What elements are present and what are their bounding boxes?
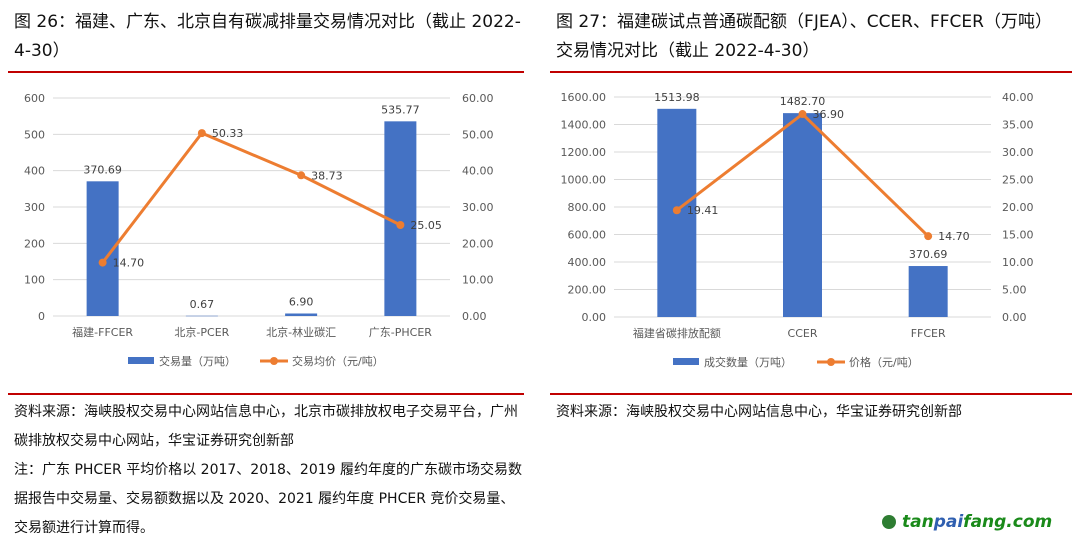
y2-tick-label: 50.00	[462, 128, 494, 141]
y2-tick-label: 35.00	[1002, 119, 1034, 132]
y-tick-label: 400.00	[568, 256, 607, 269]
chart-figure-26: 0 100 200 300 400 500 600 0.00 10.00 20.00 30.00 40…	[24, 92, 494, 368]
y-tick-label: 300	[24, 201, 45, 214]
y2-tick-label: 40.00	[462, 165, 494, 178]
bar-data-label: 1482.70	[780, 95, 826, 108]
bar-data-label: 370.69	[909, 248, 948, 261]
x-category-label: 福建-FFCER	[72, 325, 133, 339]
y2-tick-label: 30.00	[462, 201, 494, 214]
y2-tick-label: 40.00	[1002, 91, 1034, 104]
bar-data-label: 6.90	[289, 295, 314, 308]
line-data-label: 50.33	[212, 127, 244, 140]
source-text: 资料来源：海峡股权交易中心网站信息中心，北京市碳排放权电子交易平台，广州碳排放权…	[14, 404, 518, 449]
bar	[185, 315, 218, 317]
bar-data-label: 1513.98	[654, 91, 700, 104]
y2-tick-label: 10.00	[462, 274, 494, 287]
logo-icon	[882, 515, 896, 529]
y2-tick-label: 20.00	[1002, 201, 1034, 214]
line-point	[798, 110, 807, 119]
figure-27-title: 图 27：福建碳试点普通碳配额（FJEA）、CCER、FFCER（万吨）交易情况…	[556, 12, 1052, 61]
y2-tick-label: 25.00	[1002, 174, 1034, 187]
source-note-right: 资料来源：海峡股权交易中心网站信息中心，华宝证券研究创新部	[556, 398, 1066, 427]
y-tick-label: 200.00	[568, 284, 607, 297]
y-tick-label: 200	[24, 237, 45, 250]
x-category-label: 广东-PHCER	[369, 326, 433, 339]
logo-text: pai	[933, 512, 964, 532]
y-tick-label: 600.00	[568, 229, 607, 242]
y-tick-label: 100	[24, 274, 45, 287]
logo-text: fang.com	[963, 512, 1053, 532]
x-category-label: CCER	[788, 327, 818, 340]
y-tick-label: 1400.00	[561, 119, 607, 132]
y2-tick-label: 0.00	[1002, 311, 1027, 324]
y2-tick-label: 20.00	[462, 237, 494, 250]
y2-tick-label: 5.00	[1002, 284, 1027, 297]
chart-figure-27: 0.00 200.00 400.00 600.00 800.00 1000.00 1200.…	[561, 91, 1034, 369]
x-category-label: 福建省碳排放配额	[633, 326, 721, 340]
legend-line-marker	[270, 357, 278, 365]
bar-data-label: 535.77	[381, 103, 420, 116]
title-divider-right	[550, 71, 1072, 73]
y-tick-label: 0.00	[582, 311, 607, 324]
y-tick-label: 1000.00	[561, 174, 607, 187]
y-tick-label: 800.00	[568, 201, 607, 214]
line-data-label: 36.90	[813, 108, 845, 121]
tanpaifang-logo: tanpaifang.com	[882, 512, 1052, 532]
x-category-label: 北京-林业碳汇	[266, 325, 336, 339]
source-note-left: 资料来源：海峡股权交易中心网站信息中心，北京市碳排放权电子交易平台，广州碳排放权…	[14, 398, 524, 543]
figure-26-title: 图 26：福建、广东、北京自有碳减排量交易情况对比（截止 2022-4-30）	[14, 12, 521, 61]
line-point	[672, 206, 681, 215]
line-data-label: 14.70	[113, 257, 145, 270]
bar	[783, 113, 822, 317]
y2-tick-label: 30.00	[1002, 146, 1034, 159]
x-category-label: FFCER	[911, 327, 946, 340]
legend-label: 交易量（万吨）	[159, 354, 236, 368]
line-point	[924, 232, 933, 241]
y-tick-label: 1200.00	[561, 146, 607, 159]
legend-line-marker	[827, 358, 835, 366]
price-line	[101, 131, 402, 264]
y-tick-label: 400	[24, 165, 45, 178]
y2-tick-label: 0.00	[462, 310, 487, 323]
y2-tick-label: 60.00	[462, 92, 494, 105]
line-data-label: 14.70	[938, 230, 970, 243]
y-tick-label: 600	[24, 92, 45, 105]
bar	[908, 266, 948, 317]
line-point	[98, 258, 107, 267]
line-data-label: 25.05	[410, 219, 442, 232]
y-tick-label: 1600.00	[561, 91, 607, 104]
bar-data-label: 0.67	[190, 298, 215, 311]
y2-tick-label: 10.00	[1002, 256, 1034, 269]
line-data-label: 19.41	[687, 204, 719, 217]
chart-divider-right	[550, 393, 1072, 395]
legend-label: 价格（元/吨）	[849, 355, 919, 369]
y-tick-label: 0	[38, 310, 45, 323]
line-data-label: 38.73	[311, 169, 343, 182]
legend-bar-swatch	[128, 357, 154, 364]
logo-text: tan	[902, 512, 934, 532]
legend-label: 交易均价（元/吨）	[292, 354, 384, 368]
source-text: 资料来源：海峡股权交易中心网站信息中心，华宝证券研究创新部	[556, 404, 962, 420]
y-tick-label: 500	[24, 128, 45, 141]
line-point	[297, 171, 306, 180]
chart-divider-left	[8, 393, 524, 395]
legend-bar-swatch	[673, 358, 699, 365]
line-point	[396, 220, 405, 229]
legend-label: 成交数量（万吨）	[704, 355, 792, 369]
y2-tick-label: 15.00	[1002, 229, 1034, 242]
line-point	[197, 129, 206, 138]
footnote-text: 注：广东 PHCER 平均价格以 2017、2018、2019 履约年度的广东碳…	[14, 462, 523, 536]
title-divider-left	[8, 71, 524, 73]
bar	[285, 313, 318, 316]
x-category-label: 北京-PCER	[174, 325, 229, 339]
bar-data-label: 370.69	[83, 163, 122, 176]
